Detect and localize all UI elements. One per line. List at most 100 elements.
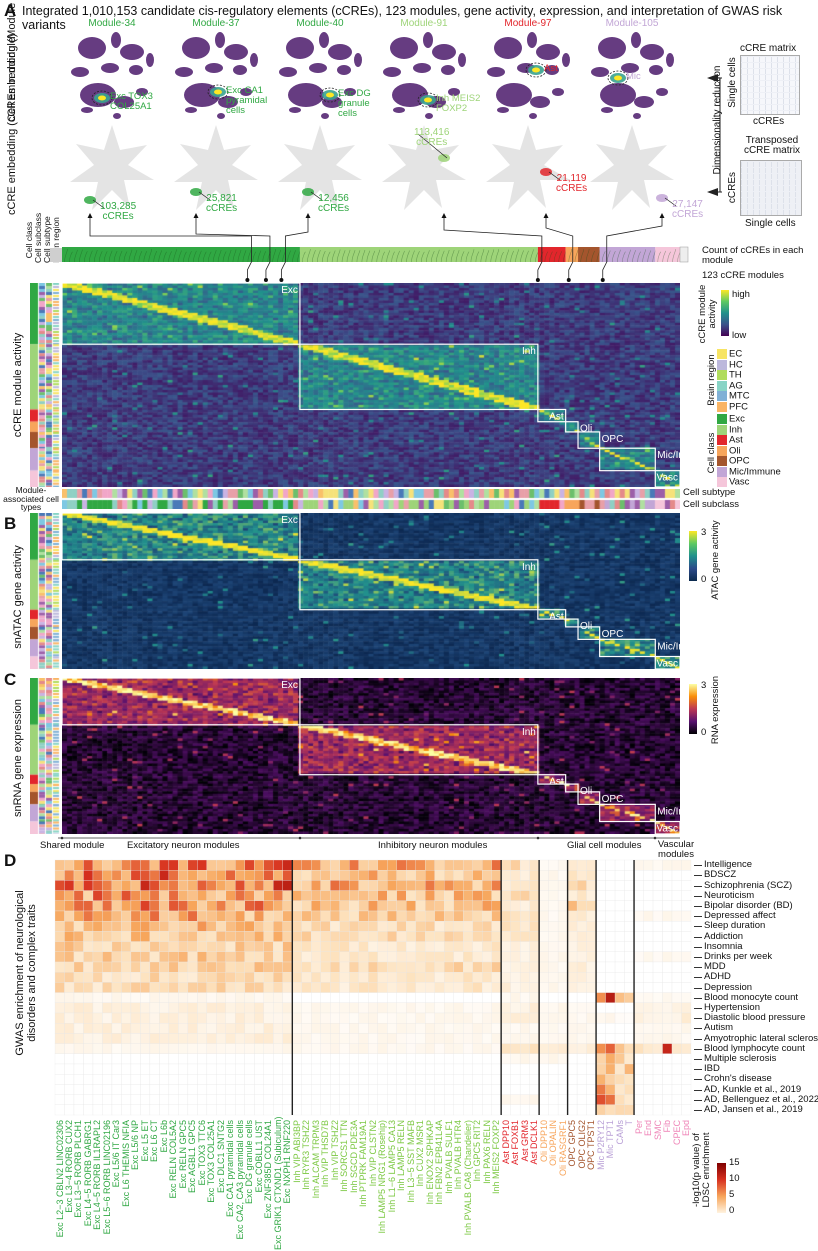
module-count-line [440,250,445,263]
heatmap-cell [282,972,293,983]
cell-cluster [321,113,329,119]
heatmap-cell [586,890,597,901]
heatmap-cell [387,1104,397,1116]
heatmap-cell [330,859,340,871]
heatmap-cell [178,1023,189,1034]
heatmap-cell [491,1012,502,1024]
heatmap-cell [349,890,359,901]
heatmap-cell [111,1053,122,1065]
heatmap-cell [482,961,492,973]
heatmap-cell [187,921,198,932]
block-label: Exc [281,515,298,526]
heatmap-cell [624,870,635,881]
heatmap-cell [444,931,454,942]
heatmap-cell [491,900,502,912]
heatmap-cell [396,1104,407,1116]
heatmap-cell [83,870,94,881]
heatmap-cell [349,1104,359,1116]
heatmap-cell [273,870,283,881]
heatmap-cell [567,1033,578,1044]
module-class-segment [578,247,600,262]
trait-label: Sleep duration [693,920,766,932]
ccre-umap [278,125,362,210]
heatmap-cell [282,1084,293,1095]
heatmap-cell [301,1023,312,1034]
heatmap-cell [500,992,511,1003]
heatmap-cell [263,951,274,963]
heatmap-cell [292,859,302,871]
heatmap-cell [586,941,597,952]
heatmap-cell [64,1084,75,1095]
cell-cluster [649,65,663,75]
heatmap-cell [491,890,502,901]
heatmap-cell [500,870,511,881]
heatmap-cell [415,921,426,932]
block-label: OPC [602,794,624,805]
heatmap-cell [358,992,369,1003]
heatmap-cell [368,1074,378,1085]
module-count-line [505,249,509,263]
heatmap-cell [273,1023,283,1034]
heatmap-cell [339,982,350,993]
heatmap-cell [605,880,616,891]
heatmap-cell [538,890,549,901]
heatmap-cell [425,921,435,932]
heatmap-cell [54,941,65,952]
heatmap-cell [349,1002,359,1014]
heatmap-cell [159,1104,170,1116]
heatmap-cell [444,961,454,973]
heatmap-cell [387,1084,397,1095]
heatmap-cell [282,1094,293,1105]
heatmap-cell [643,1033,654,1044]
module-count-line [647,250,651,263]
heatmap-cell [358,1043,369,1054]
heatmap-cell [491,982,502,993]
panel-d-ylabel: GWAS enrichment of neurological disorder… [14,890,38,1056]
heatmap-cell [605,910,616,922]
module-count-line [480,249,485,263]
heatmap-cell [159,921,170,932]
heatmap-cell [187,1094,198,1105]
heatmap-cell [425,1053,435,1065]
column-label: T [624,1120,635,1126]
heatmap-cell [225,931,236,942]
module-count-line [307,249,311,263]
module-count-line [426,250,430,263]
heatmap-cell [396,921,407,932]
heatmap-cell [92,992,103,1003]
heatmap-cell [510,972,521,983]
heatmap-cell [557,870,568,881]
heatmap-cell [292,931,302,942]
heatmap-cell [491,1063,502,1075]
heatmap-cell [149,951,160,963]
module-count-line [642,249,646,263]
ccre-count: 12,456 [318,193,349,204]
heatmap-cell [320,1053,331,1065]
heatmap-cell [330,1012,340,1024]
heatmap-cell [216,859,227,871]
heatmap-cell [244,972,255,983]
heatmap-cell [92,870,103,881]
heatmap-cell [263,1074,274,1085]
heatmap-cell [73,961,84,973]
heatmap-cell [102,972,113,983]
block-label: Mic/Immune [657,641,712,652]
module-count-line [606,250,611,263]
heatmap-cell [548,951,559,963]
heatmap-cell [282,1063,293,1075]
heatmap-cell [216,1043,227,1054]
heatmap-cell [339,880,350,891]
heatmap-cell [586,910,597,922]
heatmap-cell [282,859,293,871]
highlight-core [424,97,432,103]
heatmap-cell [330,1053,340,1065]
heatmap-cell [491,1104,502,1116]
heatmap-cell [64,1002,75,1014]
heatmap-cell [538,910,549,922]
heatmap-cell [54,870,65,881]
heatmap-cell [586,1033,597,1044]
heatmap-cell [301,931,312,942]
heatmap-cell [643,1043,654,1054]
heatmap-cell [605,890,616,901]
heatmap-cell [339,1053,350,1065]
